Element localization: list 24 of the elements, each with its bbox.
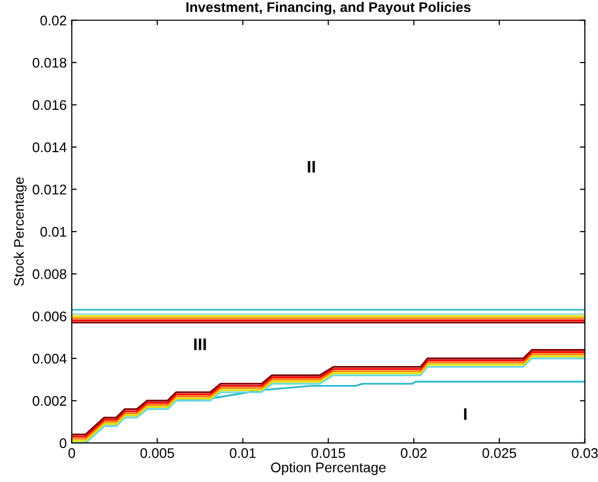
annotation: I [464, 408, 466, 420]
chart-title: Investment, Financing, and Payout Policies [186, 2, 471, 15]
y-tick-label: 0.018 [32, 58, 66, 68]
y-tick-label: 0 [60, 438, 66, 448]
x-tick-label: 0.005 [140, 448, 174, 458]
y-tick-label: 0.006 [32, 311, 66, 322]
y-axis-title: Stock Percentage [14, 177, 27, 286]
y-tick-label: 0.012 [32, 184, 66, 194]
annotation: III [194, 338, 206, 350]
y-tick-label: 0.02 [40, 16, 66, 26]
x-tick-label: 0.015 [311, 448, 346, 458]
x-tick-label: 0.01 [230, 448, 256, 458]
x-tick-label: 0.02 [400, 448, 427, 458]
x-tick-label: 0.03 [572, 448, 598, 458]
y-tick-label: 0.016 [32, 100, 66, 110]
annotation: II [308, 161, 315, 173]
y-tick-label: 0.002 [32, 396, 66, 406]
y-tick-label: 0.014 [32, 142, 66, 152]
x-axis-title: Option Percentage [271, 462, 386, 476]
y-tick-label: 0.004 [32, 354, 66, 364]
y-tick-label: 0.008 [32, 269, 66, 280]
x-tick-label: 0.025 [482, 448, 516, 458]
y-tick-label: 0.01 [40, 226, 66, 237]
x-tick-label: 0 [68, 448, 76, 458]
